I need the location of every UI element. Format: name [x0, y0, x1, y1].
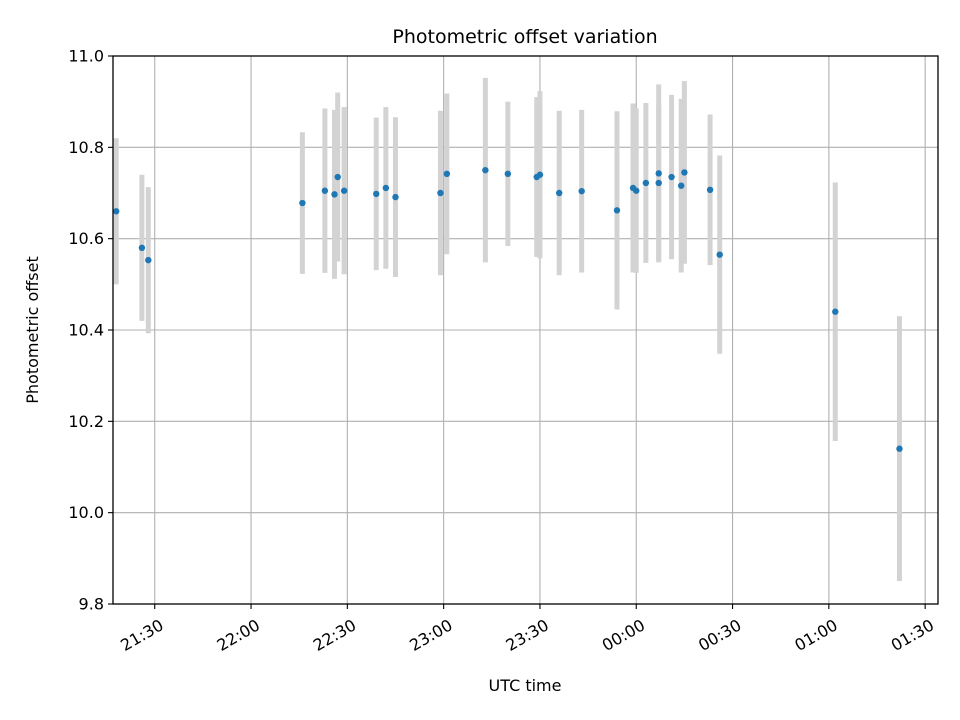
- data-point: [681, 169, 688, 176]
- y-tick-label: 10.6: [68, 229, 104, 248]
- data-point: [504, 170, 512, 178]
- y-tick-label: 11.0: [68, 47, 104, 66]
- y-tick-label: 10.2: [68, 412, 104, 431]
- y-tick-label: 10.8: [68, 138, 104, 157]
- data-point: [331, 191, 338, 198]
- data-point: [655, 179, 662, 187]
- data-point: [373, 190, 380, 198]
- data-point: [392, 193, 399, 201]
- data-point: [536, 171, 544, 178]
- x-axis-title: UTC time: [489, 676, 562, 695]
- data-point: [443, 170, 451, 178]
- data-points: [113, 166, 903, 452]
- data-point: [482, 166, 489, 174]
- y-axis-title: Photometric offset: [23, 256, 42, 404]
- chart-title: Photometric offset variation: [392, 26, 657, 48]
- y-tick-label: 10.4: [68, 321, 104, 340]
- data-point: [145, 256, 152, 264]
- y-tick-label: 10.0: [68, 503, 104, 522]
- data-point: [578, 187, 585, 195]
- data-point: [832, 308, 839, 315]
- data-point: [113, 208, 120, 215]
- data-point: [677, 182, 685, 189]
- data-point: [706, 186, 714, 194]
- data-point: [382, 184, 390, 192]
- data-point: [896, 445, 903, 452]
- y-tick-label: 9.8: [79, 595, 104, 614]
- data-point: [299, 199, 306, 207]
- data-point: [642, 179, 650, 187]
- data-point: [613, 207, 621, 214]
- data-point: [321, 187, 329, 194]
- data-point: [556, 189, 563, 197]
- data-point: [633, 187, 640, 194]
- data-point: [334, 173, 341, 181]
- data-point: [138, 244, 146, 251]
- data-point: [437, 189, 444, 197]
- data-point: [340, 187, 348, 194]
- data-point: [655, 170, 662, 177]
- data-point: [668, 173, 675, 181]
- data-point: [716, 251, 723, 258]
